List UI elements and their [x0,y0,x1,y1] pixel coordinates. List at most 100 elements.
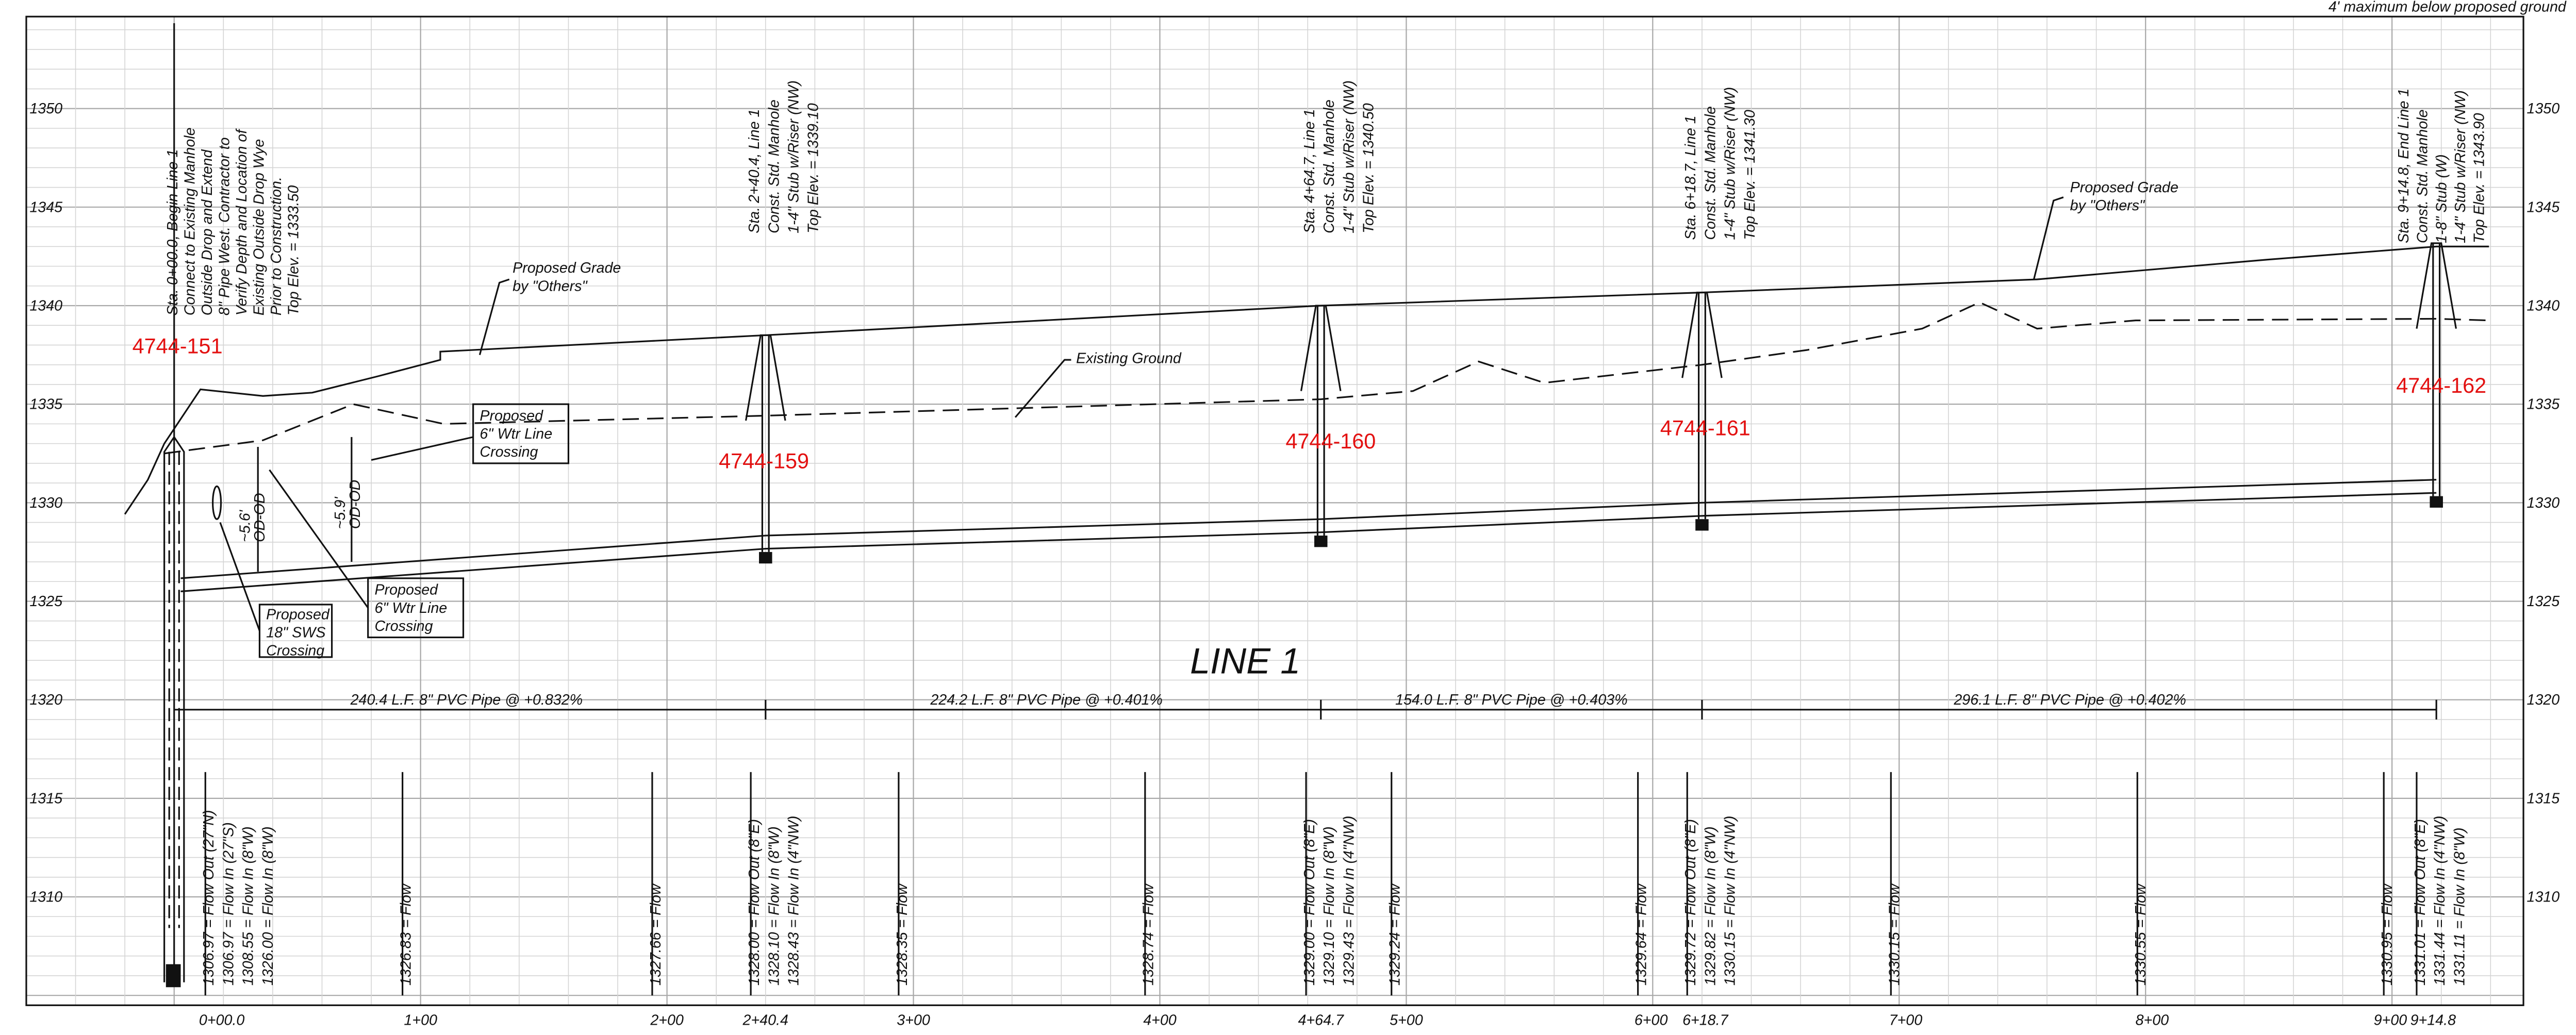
elevation-label: 1340 [29,298,62,314]
structure-note: Top Elev. = 1341.30 [1742,110,1758,240]
invert-label: 1306.97 = Flow Out (27"N) [201,810,217,986]
structure-note: Sta. 9+14.8, End Line 1 [2396,89,2412,243]
structure-note: 1-8" Stub (W) [2433,154,2450,243]
structure-note: Sta. 4+64.7, Line 1 [1301,109,1318,233]
elevation-label: 1320 [2527,692,2560,708]
elevation-label: 1330 [2527,495,2560,511]
station-label: 7+00 [1889,1012,1923,1029]
profile-title: LINE 1 [1190,641,1300,681]
pipe-bottom [180,492,2437,592]
station-label: 9+14.8 [2410,1012,2456,1029]
sws-pipe [212,485,222,520]
invert-label: 1328.74 = Flow [1141,883,1157,986]
elevation-label: 1350 [2527,101,2560,117]
structure-note: 8" Pipe West. Contractor to [216,137,233,315]
structure-note: Top Elev. = 1333.50 [285,186,302,316]
structure-note: 1-4" Stub w/Riser (NW) [1722,87,1739,240]
elevation-label: 1345 [2527,199,2560,215]
proposed-grade [124,245,2489,515]
frame [25,15,2524,1006]
structure-note: Const. Std. Manhole [766,99,782,233]
elevation-label: 1320 [29,692,62,708]
invert-label: 1329.82 = Flow In (8"W) [1702,826,1719,986]
callout-text: Proposed [266,607,330,623]
manhole-cone [745,334,786,421]
structure-note: Sta. 0+00.0, Begin Line 1 [164,149,181,315]
grid [26,16,2524,1006]
station-label: 3+00 [897,1012,930,1029]
station-label: 2+40.4 [742,1012,788,1029]
structure-note: Top Elev. = 1339.10 [805,103,822,233]
structure-note: Connect to Existing Manhole [182,127,199,315]
elevation-label: 1330 [29,495,62,511]
callout-text: OD-OD [252,493,268,542]
invert-label: 1329.00 = Flow Out (8"E) [1301,819,1318,986]
callout-text: Crossing [266,643,324,659]
invert-label: 1330.95 = Flow [2379,883,2396,986]
manhole-id: 4744-151 [133,334,223,358]
invert-label: 1330.15 = Flow In (4"NW) [1722,816,1739,986]
existing-ground [164,301,2489,455]
structure-note: Existing Outside Drop Wye [251,139,267,315]
structure-note: Top Elev. = 1340.50 [1361,103,1377,233]
elevation-label: 1345 [29,199,62,215]
invert-label: 1328.35 = Flow [894,883,911,986]
manhole-cone [1681,291,1723,378]
station-label: 8+00 [2136,1012,2169,1029]
invert-label: 1328.00 = Flow Out (8"E) [746,819,763,986]
station-label: 4+00 [1143,1012,1177,1029]
invert-label: 1327.66 = Flow [648,883,664,986]
elevation-label: 1335 [2527,396,2560,413]
invert-label: 1331.11 = Flow In (8"W) [2451,827,2468,986]
structure-note: Outside Drop and Extend [199,149,216,315]
leader [371,436,473,461]
callout-text: Proposed Grade [2070,179,2178,196]
structure-note: Const. Std. Manhole [1702,106,1719,240]
station-label: 6+00 [1634,1012,1668,1029]
invert-label: 1306.97 = Flow In (27"S) [220,822,237,986]
manhole-base [759,552,772,564]
callout-text: ~5.6' [237,509,253,542]
manhole-id: 4744-160 [1285,429,1376,453]
leader [1014,359,1071,418]
callout-text: by "Others" [2070,197,2145,214]
structure-note: Const. Std. Manhole [1321,99,1337,233]
invert-label: 1329.64 = Flow [1633,883,1650,986]
leader [2033,196,2064,280]
station-label: 6+18.7 [1682,1012,1729,1029]
callout-box [472,403,570,464]
segment-label: 296.1 L.F. 8" PVC Pipe @ +0.402% [1953,692,2186,708]
callout-text: Proposed [480,408,543,424]
invert-label: 1331.01 = Flow Out (8"E) [2412,819,2429,986]
elevation-label: 1340 [2527,298,2560,314]
callout-text: by "Others" [513,278,588,294]
callout-text: Crossing [374,618,433,635]
station-label: 4+64.7 [1298,1012,1344,1029]
invert-label: 1329.24 = Flow [1387,883,1403,986]
manhole-base [1695,519,1709,531]
elevation-label: 1325 [2527,593,2560,610]
callout-text: Crossing [480,444,538,460]
structure-note: Sta. 6+18.7, Line 1 [1682,115,1699,240]
drop-base [166,964,181,988]
invert-label: 1329.72 = Flow Out (8"E) [1682,819,1699,986]
structure-note: 1-4" Stub w/Riser (NW) [786,80,802,233]
manhole-id: 4744-162 [2396,374,2486,397]
callout-text: Proposed [374,582,438,598]
callout-text: OD-OD [347,480,364,529]
invert-label: 1326.83 = Flow [398,883,415,986]
structure-note: 1-4" Stub w/Riser (NW) [1341,80,1357,233]
existing-manhole [163,436,185,982]
manhole-base [2430,496,2443,508]
elevation-label: 1315 [29,790,62,807]
structure-note: Verify Depth and Location of [234,128,250,316]
station-label: 2+00 [650,1012,684,1029]
invert-label: 1330.55 = Flow [2133,883,2149,986]
invert-label: 1326.00 = Flow In (8"W) [260,826,276,986]
callout-text: 6" Wtr Line [374,600,447,616]
leader [219,522,260,631]
structure-note: 1-4" Stub w/Riser (NW) [2452,90,2469,243]
manhole-cone [2416,242,2457,329]
